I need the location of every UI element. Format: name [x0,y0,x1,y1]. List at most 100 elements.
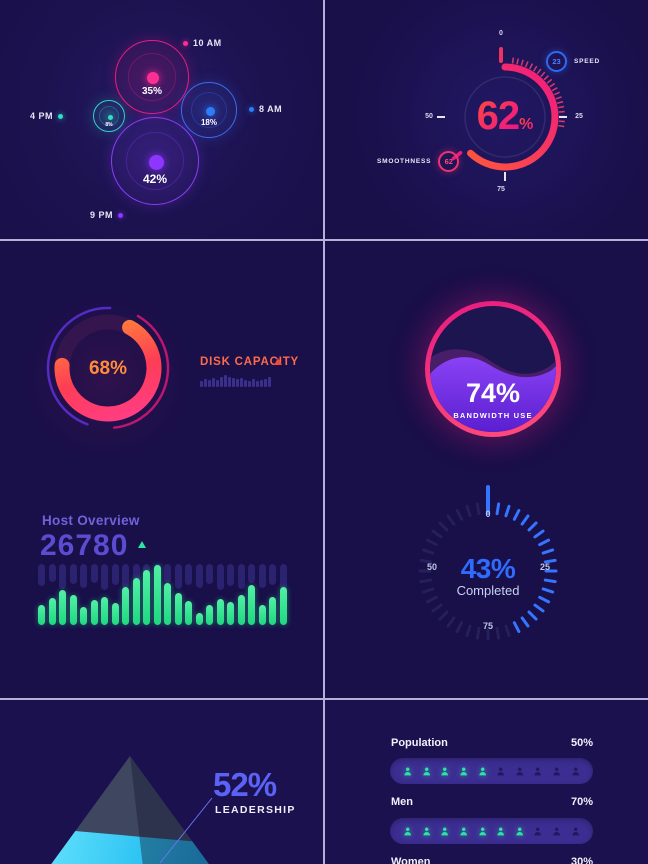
disk-outer-arc-purple [46,306,170,430]
person-icon-filled [516,826,523,835]
bubble-center-dot [107,114,113,120]
disk-donut-value: 68% [88,358,128,379]
host-bar-green [279,587,287,625]
completed-tick-on [512,621,521,634]
completed-tick-on [504,504,511,518]
sparkline-bar [252,379,255,387]
host-bar-top [132,564,140,584]
completed-tick-on [527,521,538,532]
gauge-hatch-tick [536,68,542,75]
host-bar-top [90,564,98,583]
sparkline-bar [268,377,271,387]
completed-tick-on [543,578,557,584]
host-bar-green [59,590,66,625]
completed-tick-on [541,548,555,555]
sparkline-bar [212,378,215,387]
completed-tick-on [533,603,545,613]
bubble-center-dot [148,154,164,170]
bubble-inner-ring [125,131,185,191]
disk-capacity-label: DISK CAPACITY [200,356,299,368]
bubble-value-label: 8% [105,121,113,128]
host-bar-green [195,613,203,625]
completed-tick-on [543,558,557,564]
sparkline-bar [208,380,211,387]
host-bar-top [164,564,171,583]
gauge-value-number: 62 [476,94,520,138]
picto-label-women: Women [391,856,431,864]
gauge-hatch-tick [511,57,515,64]
bubble-4pm: 8% [93,100,125,132]
person-icon-empty [534,826,542,835]
person-icon-empty [553,826,561,835]
speed-badge-value: 23 [546,51,567,72]
host-bar-top [258,564,266,588]
panel-demographics: Population 50% Men 70% Women 30% [325,700,648,864]
person-icon-empty [571,826,579,835]
picto-pill-population [390,758,593,784]
legend-time-label: 10 AM [193,38,222,48]
disk-outer-arc-pink [46,306,170,430]
host-bar-top [38,564,45,586]
completed-tick-on [527,610,538,621]
completed-scale-25: 25 [539,562,550,572]
sparkline-bar [200,381,203,387]
completed-scale-0: 0 [485,509,491,519]
bubble-8am: 18% [181,82,237,138]
completed-tick-off [421,548,435,555]
sparkline-bar [236,379,239,387]
host-bar-top [269,564,276,585]
gauge-hatch-tick [520,59,524,66]
completed-tick-on [512,508,521,521]
completed-tick-off [465,504,472,518]
legend-time-label: 8 AM [259,104,283,114]
radial-gauge [395,7,615,227]
host-bar-green [69,595,77,625]
host-bar-top [185,564,192,585]
panel-hourly-bubbles: 35% 10 AM 18% 8 AM 8% 4 PM 42% 9 PM [0,0,323,239]
completed-tick-off [425,538,438,547]
smoothness-badge: SMOOTHNESS 62 [377,151,460,172]
bubble-center-dot [147,72,159,84]
completed-tick-on [538,595,551,604]
person-icon-empty [534,766,542,775]
completed-scale-50: 75 [482,621,493,631]
completed-tick-off [446,514,456,526]
leadership-label: LEADERSHIP [215,804,296,816]
sparkline-bar [256,381,259,387]
completed-scale-75: 50 [426,562,437,572]
tick-dash-bottom [504,172,506,181]
bubble-value-label: 35% [141,86,162,97]
sparkline-bar [220,377,223,387]
host-bar-top [122,564,129,588]
gauge-scale-25: 25 [575,113,583,120]
gauge-hatch-tick [528,63,534,70]
host-bar-green [132,578,140,625]
completed-tick-off [438,521,449,532]
bubble-value-label: 42% [142,171,168,186]
tick-dash-left [437,116,445,118]
disk-sparkline [200,373,280,387]
picto-pill-men [390,818,593,844]
person-icon-filled [460,766,467,775]
gauge-hatch-tick [558,105,565,109]
completed-tick-on [520,616,530,628]
legend-time-label: 9 PM [90,210,114,220]
person-icon-filled [460,826,467,835]
gauge-hatch-tick [540,71,546,78]
leader-connector-line [159,797,213,864]
bubble-10am: 35% [115,40,189,114]
sparkline-bar [224,375,227,387]
bubble-center-dot [205,106,215,116]
bubble-legend-4pm: 4 PM [30,111,64,121]
completed-tick-off [495,626,501,640]
tick-gauge-svg [418,485,558,641]
panel-disk-host: 68% DISK CAPACITY Host Overview 26780 [0,241,323,698]
host-bar-green [111,603,119,625]
person-icon-empty [516,766,523,775]
host-bar-top [195,564,203,588]
speed-badge-label: SPEED [574,58,601,65]
host-bar-green [174,593,182,625]
picto-pct-men: 70% [570,796,593,808]
person-icon-filled [478,826,486,835]
